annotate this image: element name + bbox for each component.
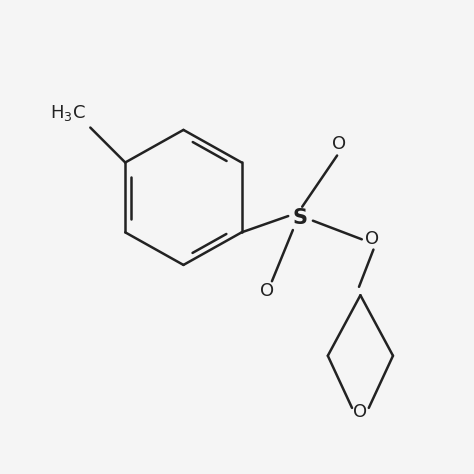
Text: O: O [353,402,367,420]
Text: O: O [365,230,379,248]
Text: H$_3$C: H$_3$C [50,103,86,123]
Text: O: O [332,135,346,153]
Text: O: O [260,282,274,300]
Text: S: S [292,209,307,228]
